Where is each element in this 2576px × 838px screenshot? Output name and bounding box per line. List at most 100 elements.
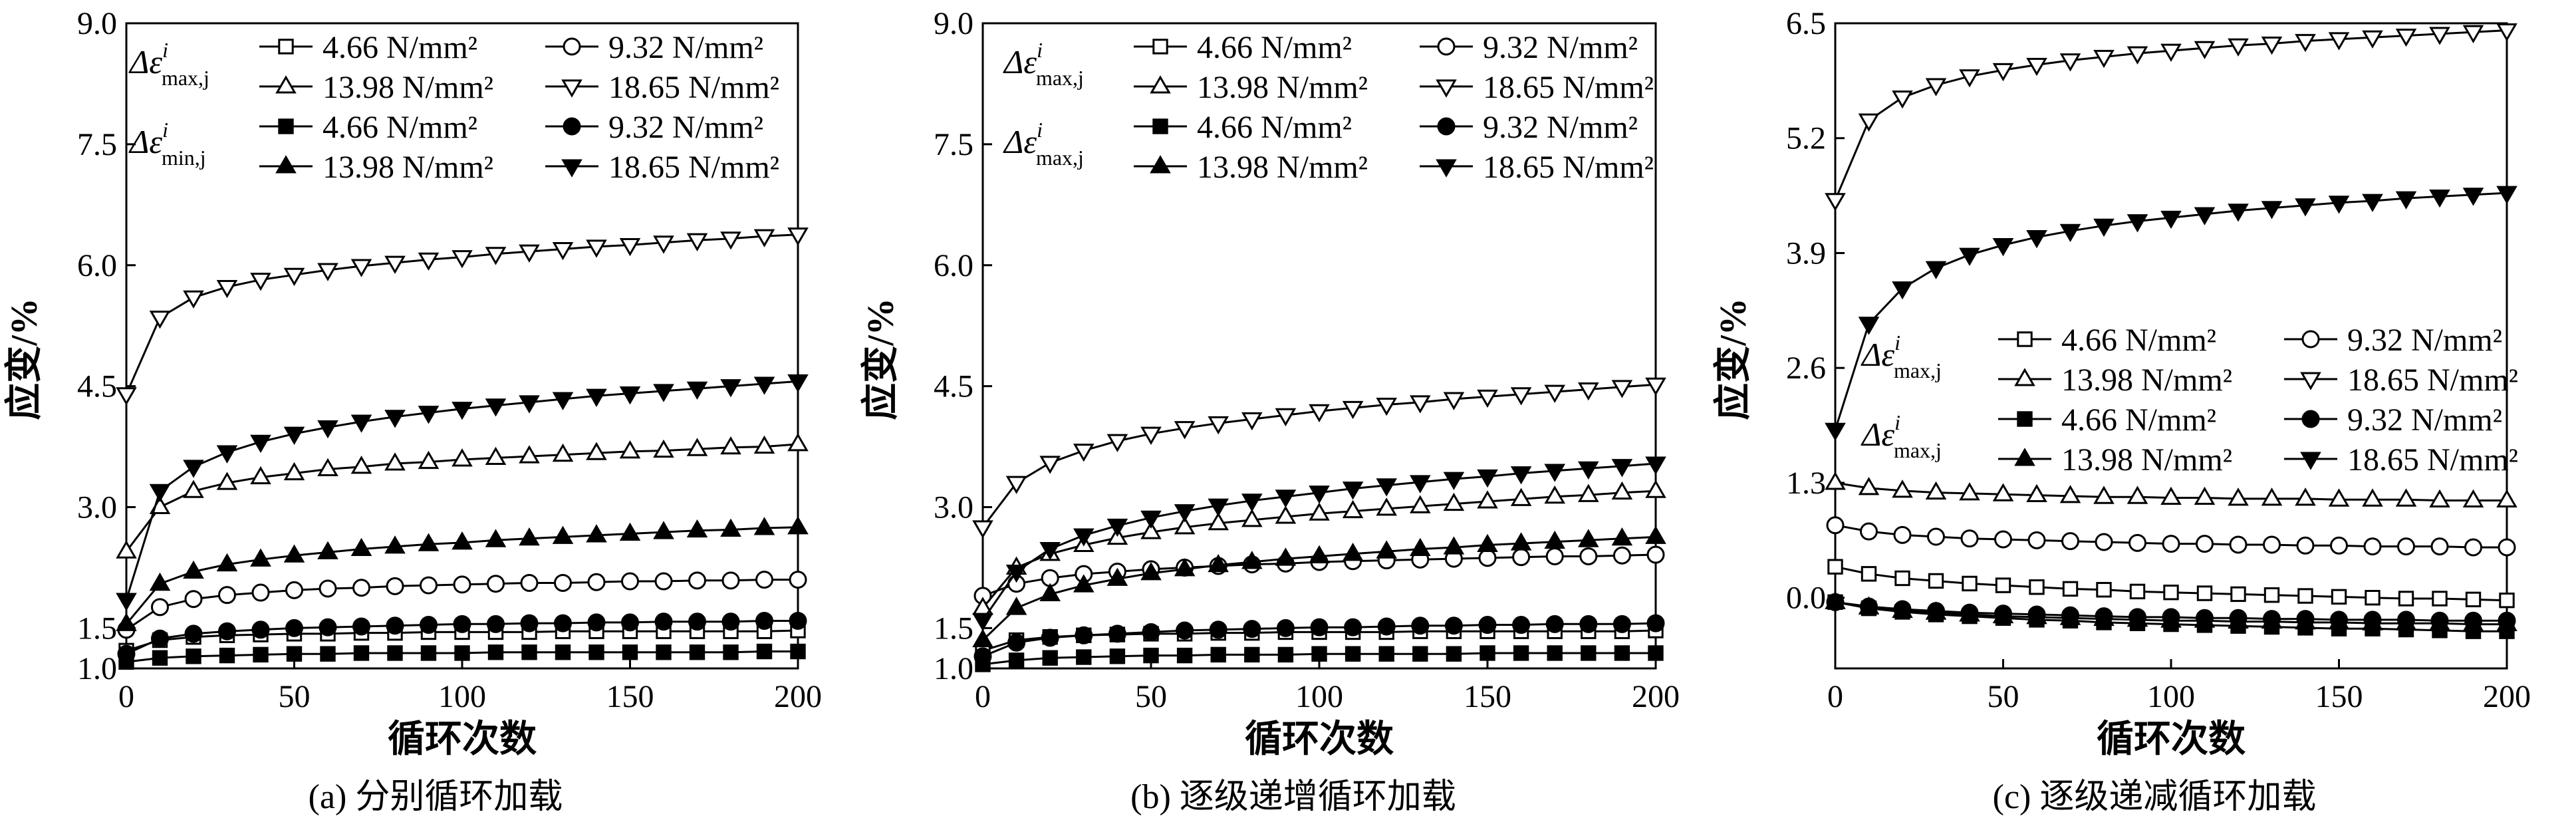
legend-marker: [1150, 75, 1171, 94]
data-point: [1039, 583, 1061, 601]
y-tick-label: 2.6: [1786, 350, 1826, 386]
data-point: [2395, 612, 2417, 630]
data-point: [1577, 529, 1599, 547]
data-point: [1344, 618, 1362, 636]
data-point: [152, 650, 168, 666]
data-point: [1342, 400, 1364, 420]
data-point: [1342, 499, 1364, 519]
data-point: [653, 384, 674, 402]
data-point: [619, 386, 641, 405]
data-point: [1241, 493, 1263, 512]
data-point: [253, 646, 269, 663]
data-point: [787, 433, 809, 452]
data-point: [2429, 489, 2450, 508]
data-point: [1108, 625, 1126, 643]
data-point: [1510, 466, 1532, 485]
x-tick-label: 150: [2315, 679, 2363, 714]
data-point: [1076, 649, 1092, 665]
data-point: [487, 575, 505, 593]
data-point: [2430, 537, 2449, 556]
data-point: [720, 436, 741, 455]
data-point: [1208, 416, 1229, 435]
legend-marker: [278, 39, 294, 55]
legend-label: 13.98 N/mm²: [2061, 442, 2232, 478]
data-point: [2096, 582, 2112, 598]
data-point: [519, 445, 540, 464]
data-point: [587, 613, 606, 632]
data-point: [1925, 601, 1947, 620]
data-point: [1611, 380, 1633, 398]
data-point: [2026, 230, 2047, 249]
data-point: [250, 548, 271, 567]
y-tick-label: 6.5: [1786, 6, 1826, 41]
data-point: [619, 440, 641, 459]
data-point: [2429, 27, 2450, 45]
legend-marker: [1150, 155, 1171, 174]
y-tick-label: 6.0: [934, 248, 973, 283]
y-tick-label: 9.0: [77, 6, 117, 41]
legend-label: 4.66 N/mm²: [2061, 402, 2216, 438]
data-point: [418, 252, 440, 271]
data-point: [1959, 603, 1980, 622]
data-point: [2059, 53, 2081, 72]
data-point: [1477, 469, 1498, 488]
data-point: [1825, 591, 1846, 609]
data-point: [789, 611, 807, 630]
legend-group-label: Δεi max,j: [1861, 331, 1942, 382]
data-point: [2297, 588, 2313, 604]
data-point: [1959, 482, 1980, 501]
data-point: [184, 625, 203, 643]
data-point: [1241, 509, 1263, 527]
data-point: [2362, 194, 2383, 212]
data-point: [1444, 617, 1463, 635]
data-point: [116, 540, 137, 559]
data-point: [973, 647, 992, 666]
data-point: [2230, 586, 2246, 603]
data-point: [586, 442, 607, 460]
data-point: [1446, 646, 1462, 662]
data-point: [2196, 535, 2214, 553]
y-tick-label: 1.0: [934, 651, 973, 686]
data-point: [1140, 521, 1162, 539]
series-1: [117, 571, 807, 639]
data-point: [1275, 505, 1297, 524]
data-point: [1645, 456, 1666, 475]
data-point: [418, 450, 440, 470]
series-0: [1827, 559, 2515, 609]
x-tick-label: 150: [1464, 679, 1511, 714]
data-point: [451, 448, 473, 467]
data-point: [1377, 617, 1396, 636]
data-point: [1176, 621, 1194, 640]
data-point: [1992, 63, 2014, 82]
y-axis-label: 应变/%: [4, 298, 45, 420]
data-point: [653, 235, 674, 254]
data-point: [2196, 585, 2213, 601]
x-axis-label: 循环次数: [1245, 719, 1394, 760]
legend-marker: [563, 37, 581, 56]
data-point: [2462, 188, 2484, 206]
data-point: [1174, 558, 1196, 577]
data-point: [654, 572, 673, 591]
data-point: [1861, 566, 1877, 582]
data-point: [386, 617, 404, 635]
data-point: [1614, 645, 1630, 661]
data-point: [1275, 547, 1297, 566]
data-point: [1443, 392, 1465, 410]
data-point: [1611, 527, 1633, 546]
data-point: [352, 617, 370, 636]
data-point: [2429, 612, 2450, 630]
data-point: [2093, 49, 2115, 69]
data-point: [250, 273, 271, 291]
data-point: [688, 571, 706, 590]
caption-c: (c) 逐级递减循环加载: [1993, 778, 2317, 816]
data-point: [2331, 589, 2347, 605]
data-point: [2160, 43, 2182, 62]
data-point: [319, 618, 337, 636]
data-point: [2194, 486, 2216, 505]
data-point: [2462, 613, 2484, 632]
x-tick-label: 100: [2147, 679, 2195, 714]
data-point: [1008, 652, 1025, 668]
data-point: [1545, 615, 1564, 633]
x-tick-label: 0: [1827, 679, 1843, 714]
data-point: [1039, 456, 1061, 474]
